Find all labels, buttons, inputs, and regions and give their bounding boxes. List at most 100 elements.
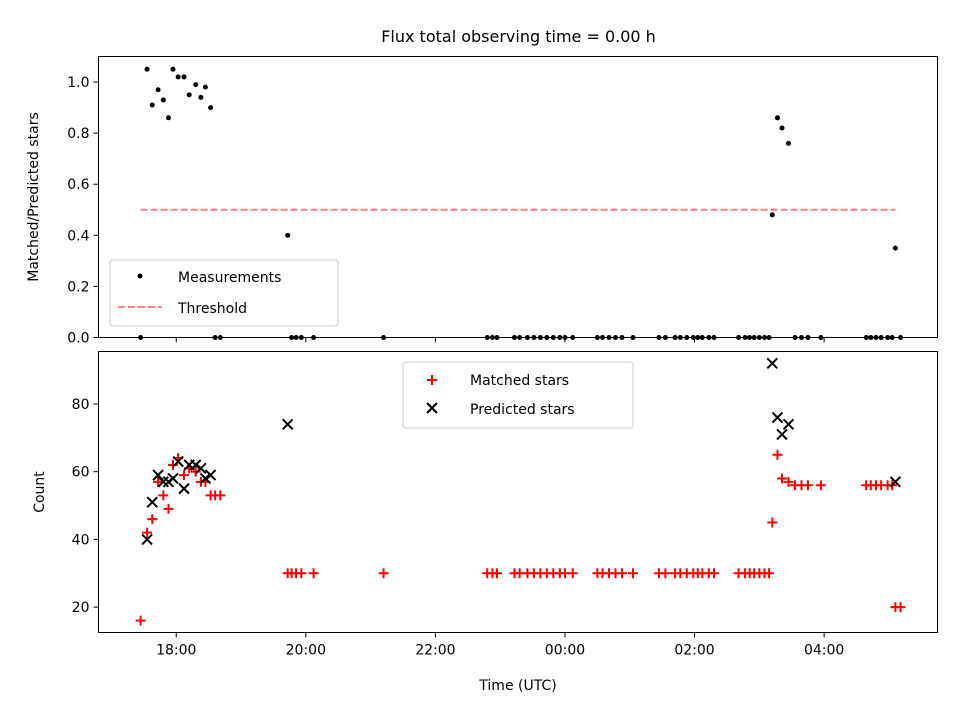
measurement-point — [155, 87, 161, 93]
legend-measurements-marker — [137, 273, 143, 279]
predicted-point — [152, 469, 164, 481]
top-y-axis: 0.0 0.2 0.4 0.6 0.8 1.0 — [67, 75, 99, 347]
measurement-point — [769, 212, 775, 218]
matched-stars-series — [135, 449, 906, 626]
measurement-point — [785, 140, 791, 146]
measurement-point — [285, 232, 291, 238]
legend-matched-marker — [427, 375, 437, 385]
top-y-label: Matched/Predicted stars — [26, 112, 42, 282]
legend-matched-label: Matched stars — [470, 373, 569, 389]
bottom-legend: Matched stars Predicted stars — [402, 361, 634, 429]
matched-point — [567, 568, 578, 579]
legend-predicted-marker — [426, 402, 438, 414]
matched-point — [616, 568, 627, 579]
matched-point — [378, 568, 389, 579]
matched-point — [190, 466, 201, 477]
matched-point — [491, 568, 502, 579]
predicted-point — [195, 462, 207, 475]
top-plot-frame — [98, 56, 938, 338]
predicted-point — [199, 472, 212, 485]
bottom-plot-frame — [98, 351, 938, 633]
top-y-tick-label: 0.0 — [67, 331, 89, 347]
measurement-point — [202, 84, 208, 90]
measurement-point — [149, 102, 155, 108]
top-panel: 0.0 0.2 0.4 0.6 0.8 1.0 Matched/Predicted sta… — [26, 56, 938, 347]
top-y-tick-label: 0.4 — [67, 228, 89, 244]
bottom-x-tick-label: 04:00 — [804, 643, 844, 659]
bottom-y-tick-label: 60 — [72, 465, 90, 481]
measurement-point — [165, 115, 171, 121]
measurement-point — [774, 115, 780, 121]
matched-point — [147, 514, 158, 525]
bottom-x-tick-label: 02:00 — [674, 643, 714, 659]
predicted-point — [782, 418, 795, 430]
measurement-point — [175, 74, 181, 80]
measurement-point — [144, 66, 150, 72]
predicted-point — [141, 533, 153, 546]
matched-point — [802, 480, 813, 491]
bottom-x-tick-label: 18:00 — [156, 643, 196, 659]
measurement-point — [892, 245, 898, 251]
measurement-point — [170, 66, 176, 72]
measurement-point — [198, 94, 204, 100]
bottom-y-axis: 20 40 60 80 — [72, 397, 99, 616]
predicted-point — [281, 418, 294, 430]
matched-point — [215, 490, 226, 501]
predicted-point — [178, 482, 190, 495]
bottom-x-label: Time (UTC) — [478, 678, 556, 694]
measurement-point — [193, 82, 199, 88]
matched-point — [708, 568, 719, 579]
matched-point — [163, 503, 174, 514]
predicted-point — [771, 411, 784, 424]
matched-point — [153, 476, 164, 487]
measurement-point — [160, 97, 166, 103]
top-y-tick-label: 0.8 — [67, 126, 89, 142]
matched-point — [296, 568, 307, 579]
bottom-x-tick-label: 20:00 — [286, 643, 326, 659]
bottom-y-tick-label: 80 — [72, 397, 90, 413]
matched-point — [777, 473, 788, 484]
matched-point — [895, 602, 906, 613]
top-y-tick-label: 0.2 — [67, 279, 89, 295]
matched-point — [308, 568, 319, 579]
bottom-y-tick-label: 40 — [72, 532, 90, 548]
bottom-y-label: Count — [32, 471, 48, 513]
matched-point — [627, 568, 638, 579]
matched-point — [660, 568, 671, 579]
predicted-point — [889, 476, 902, 488]
matched-point — [815, 480, 826, 491]
predicted-point — [146, 496, 158, 508]
bottom-x-axis: 18:00 20:00 22:00 00:00 02:00 04:00 — [156, 632, 844, 659]
measurement-point — [208, 105, 214, 111]
legend-threshold-label: Threshold — [177, 301, 247, 317]
legend-measurements-label: Measurements — [178, 270, 281, 286]
predicted-point — [157, 476, 169, 488]
predicted-point — [204, 469, 217, 481]
matched-point — [168, 459, 179, 470]
top-legend-box — [109, 259, 339, 327]
measurement-point — [186, 92, 192, 98]
matched-point — [158, 490, 169, 501]
measurement-point — [779, 125, 785, 131]
top-y-tick-label: 0.6 — [67, 177, 89, 193]
matched-point — [142, 527, 153, 538]
matched-point — [764, 568, 775, 579]
bottom-y-tick-label: 20 — [72, 600, 90, 616]
measurement-point — [181, 74, 187, 80]
bottom-x-tick-label: 00:00 — [545, 643, 585, 659]
chart-title: Flux total observing time = 0.00 h — [381, 27, 656, 46]
top-y-tick-label: 1.0 — [67, 75, 89, 91]
predicted-point — [189, 459, 202, 471]
matched-point — [783, 476, 794, 487]
top-x-ticks — [175, 337, 825, 343]
bottom-x-tick-label: 22:00 — [415, 643, 455, 659]
matched-point — [772, 449, 783, 460]
matched-point — [135, 615, 146, 626]
legend-predicted-label: Predicted stars — [470, 402, 575, 418]
predicted-point — [172, 455, 184, 468]
matched-point — [179, 470, 190, 481]
bottom-legend-box — [402, 361, 634, 429]
predicted-point — [167, 472, 179, 485]
